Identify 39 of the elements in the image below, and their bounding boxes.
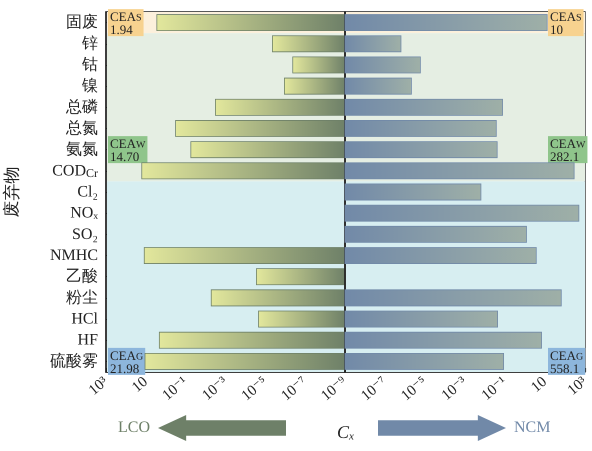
y-tick-label: 总氮	[65, 118, 98, 137]
y-tick-label: 镍	[81, 78, 98, 95]
band-label: CEAG 558.1	[550, 348, 584, 376]
x-tick-label: 10⁻⁵	[398, 374, 430, 404]
y-tick-label: 总磷	[65, 98, 98, 116]
band-label: CEAW 282.1	[550, 136, 586, 164]
x-tick-label: 10⁻¹	[160, 374, 191, 404]
x-tick-label: 10	[528, 374, 550, 396]
x-tick-label: 10⁻¹	[478, 374, 510, 404]
x-tick-label: 10³	[564, 374, 590, 399]
y-tick-label: NOₓ	[70, 204, 98, 222]
x-tick-label: 10⁻³	[438, 374, 470, 404]
text: NCM	[514, 419, 550, 437]
y-tick-label: 固废	[66, 13, 98, 32]
y-tick-label: CODCr	[52, 162, 98, 180]
y-tick-label: SO₂	[72, 226, 98, 243]
y-tick-label: 氨氮	[66, 141, 98, 158]
x-tick-label: 10	[129, 374, 151, 396]
y-tick-label: 硫酸雾	[50, 352, 98, 370]
text: CEAS 10	[550, 9, 582, 38]
y-tick-label: 钴	[81, 56, 98, 74]
band-label: CEAG 21.98	[110, 348, 144, 376]
y-axis-title: 废弃物	[2, 166, 21, 218]
x-tick-label: 10⁻⁷	[278, 374, 310, 404]
band-label: CEAW 14.70	[110, 136, 146, 164]
y-tick-label: 粉尘	[66, 288, 98, 306]
band-label: CEAS 1.94	[110, 9, 142, 38]
y-tick-label: 锌	[81, 34, 98, 52]
y-tick-label: HCl	[71, 310, 99, 328]
y-tick-label: 乙酸	[66, 267, 98, 286]
x-tick-label: 10⁻⁹	[318, 374, 350, 404]
x-tick-label: 10³	[86, 374, 112, 399]
y-tick-label: NMHC	[50, 247, 98, 264]
x-tick-label: 10⁻⁵	[238, 374, 270, 404]
x-tick-label: 10⁻³	[199, 374, 232, 404]
y-tick-label: Cl₂	[77, 184, 98, 200]
y-tick-label: HF	[78, 332, 98, 349]
x-tick-label: 10⁻⁷	[358, 374, 390, 404]
text: LCO	[118, 419, 150, 437]
